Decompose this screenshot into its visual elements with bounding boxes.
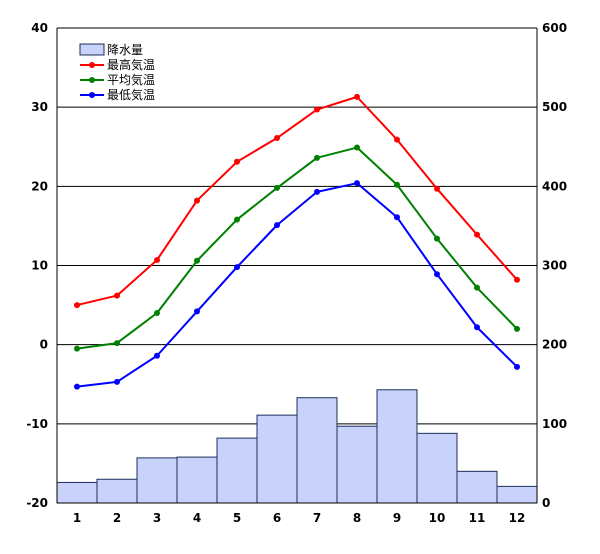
series-point [434, 235, 440, 242]
series-point [234, 158, 240, 165]
series-point [434, 185, 440, 192]
series-line [76, 182, 518, 388]
legend-swatch-bar [79, 43, 105, 56]
precipitation-bar [496, 485, 538, 504]
series-point [394, 136, 400, 143]
precipitation-bar [296, 397, 338, 504]
series-point [474, 284, 480, 291]
series-point [274, 184, 280, 191]
series-point [474, 231, 480, 238]
left-tick-label: 40 [31, 21, 48, 35]
precipitation-bar [336, 425, 378, 504]
left-tick-label: -10 [26, 417, 48, 431]
x-tick-label: 6 [273, 511, 281, 525]
series-point [514, 363, 520, 370]
series-point [234, 216, 240, 223]
x-tick-label: 4 [193, 511, 201, 525]
series-point [154, 310, 160, 316]
legend-label: 最高気温 [107, 57, 155, 72]
left-tick-label: 0 [40, 338, 48, 352]
precipitation-bar [96, 478, 138, 504]
plot-frame [56, 28, 538, 504]
x-tick-label: 2 [113, 511, 121, 525]
series-point [74, 383, 80, 390]
series-point [114, 340, 120, 347]
legend-label: 降水量 [107, 43, 143, 57]
series-point [234, 264, 240, 271]
series-point [434, 271, 440, 278]
series-point [114, 378, 120, 385]
right-tick-label: 100 [542, 417, 567, 431]
right-tick-label: 300 [542, 259, 567, 273]
left-tick-label: 20 [31, 179, 48, 193]
left-tick-label: 10 [31, 259, 48, 273]
precipitation-bar [176, 456, 218, 504]
precipitation-bar [136, 457, 178, 504]
series-line [76, 146, 518, 350]
precipitation-bar [256, 414, 298, 504]
series-point [154, 352, 160, 359]
temperature-lines [74, 93, 520, 390]
series-point [74, 345, 80, 352]
right-tick-label: 500 [542, 100, 567, 114]
series-point [314, 106, 320, 113]
right-tick-label: 0 [542, 496, 550, 510]
legend-swatch-point [89, 77, 95, 83]
series-point [354, 93, 360, 100]
series-point [354, 180, 360, 187]
right-tick-label: 200 [542, 338, 567, 352]
series-point [194, 197, 200, 204]
x-tick-label: 3 [153, 511, 161, 525]
precipitation-bar [416, 432, 458, 504]
x-tick-label: 1 [73, 511, 81, 525]
right-tick-label: 400 [542, 179, 567, 193]
series-point [354, 144, 360, 151]
precipitation-bar [376, 389, 418, 504]
series-point [514, 276, 520, 283]
series-point [194, 257, 200, 264]
gridlines [57, 27, 537, 504]
x-tick-label: 8 [353, 511, 361, 525]
precipitation-bar [216, 437, 258, 504]
series-point [274, 135, 280, 142]
x-tick-label: 12 [509, 511, 526, 525]
legend-label: 最低気温 [107, 87, 155, 102]
legend-label: 平均気温 [107, 72, 155, 87]
precipitation-bars [56, 389, 538, 504]
legend-swatch-point [89, 92, 95, 98]
x-tick-label: 7 [313, 511, 321, 525]
series-point [394, 214, 400, 221]
x-tick-label: 11 [469, 511, 486, 525]
series-point [314, 188, 320, 195]
series-point [154, 256, 160, 263]
series-point [314, 154, 320, 161]
series-point [474, 324, 480, 331]
series-point [514, 325, 520, 332]
series-point [274, 222, 280, 229]
series-point [394, 181, 400, 188]
x-tick-label: 9 [393, 511, 401, 525]
x-tick-label: 5 [233, 511, 241, 525]
x-tick-label: 10 [429, 511, 446, 525]
legend-swatch-point [89, 62, 95, 68]
series-point [114, 292, 120, 299]
right-tick-label: 600 [542, 21, 567, 35]
series-line [76, 95, 518, 307]
left-tick-label: 30 [31, 100, 48, 114]
precipitation-bar [456, 470, 498, 504]
series-point [194, 308, 200, 315]
precipitation-bar [56, 481, 98, 504]
left-tick-label: -20 [26, 496, 48, 510]
series-point [74, 302, 80, 309]
